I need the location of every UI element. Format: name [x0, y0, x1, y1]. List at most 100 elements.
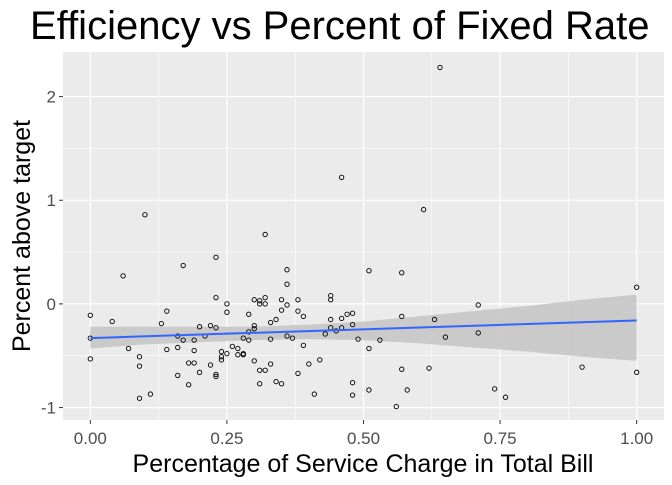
data-point: [251, 323, 257, 329]
data-point: [191, 347, 197, 354]
data-point: [355, 336, 361, 342]
data-point: [229, 343, 236, 350]
x-tick-label: 0.75: [484, 429, 517, 448]
x-tick-label: 1.00: [620, 429, 653, 448]
data-point: [437, 64, 443, 71]
data-point: [431, 316, 438, 323]
data-point: [218, 348, 225, 355]
data-point: [262, 231, 268, 238]
data-point: [634, 284, 640, 290]
data-point: [295, 297, 301, 303]
data-point: [147, 391, 154, 397]
data-point: [273, 316, 279, 323]
data-point: [475, 302, 481, 308]
data-point: [349, 392, 356, 398]
confidence-band-layer: [90, 294, 637, 361]
data-point: [136, 395, 143, 401]
data-point: [262, 367, 268, 373]
major-grid-lines: [63, 52, 664, 420]
data-point: [158, 320, 165, 327]
data-point: [502, 394, 509, 400]
data-point: [213, 295, 219, 301]
data-point: [218, 357, 225, 363]
data-point: [196, 324, 203, 330]
data-point: [273, 378, 279, 385]
data-point: [218, 354, 225, 360]
data-point: [420, 206, 427, 213]
data-point: [278, 307, 285, 313]
data-point: [349, 310, 356, 316]
data-point: [366, 387, 372, 393]
data-point: [196, 369, 203, 375]
data-point: [328, 297, 334, 303]
data-point: [240, 335, 246, 341]
data-point: [393, 403, 399, 410]
data-point: [180, 262, 186, 269]
data-point: [338, 174, 345, 181]
data-point: [257, 301, 263, 307]
data-point: [224, 351, 230, 357]
data-point: [207, 362, 214, 368]
data-point: [235, 345, 241, 352]
data-point: [240, 352, 246, 358]
x-axis-ticks: 0.00 0.25 0.50 0.75 1.00: [74, 420, 653, 448]
data-point: [634, 369, 640, 375]
data-point: [475, 330, 481, 336]
data-point: [366, 268, 372, 274]
data-point: [311, 391, 317, 397]
fit-line: [90, 319, 637, 340]
data-point: [213, 325, 219, 331]
data-point: [349, 380, 356, 386]
data-point: [251, 358, 257, 364]
y-tick-label: 1: [47, 191, 56, 210]
data-point: [404, 387, 410, 393]
data-point: [175, 344, 181, 351]
data-point: [300, 313, 307, 319]
data-point: [284, 281, 290, 287]
data-point: [224, 309, 230, 315]
data-point: [142, 212, 148, 218]
x-axis-label: Percentage of Service Charge in Total Bi…: [133, 450, 594, 478]
data-point: [317, 357, 323, 363]
data-point: [262, 295, 268, 301]
data-point: [180, 337, 186, 343]
data-point: [191, 360, 197, 366]
data-point: [87, 312, 93, 318]
data-point: [399, 313, 405, 319]
data-point: [224, 301, 230, 307]
data-point: [399, 270, 405, 276]
data-point: [289, 335, 296, 341]
data-point: [344, 311, 350, 317]
data-point: [442, 334, 449, 340]
data-point: [207, 323, 214, 329]
data-point: [295, 308, 301, 314]
data-point: [257, 381, 263, 387]
data-point: [251, 326, 257, 332]
data-point: [491, 386, 498, 392]
data-point: [306, 361, 312, 367]
data-point: [136, 363, 143, 369]
data-point: [284, 302, 290, 308]
data-point: [267, 319, 274, 326]
data-point: [246, 329, 252, 335]
data-point: [136, 354, 143, 360]
y-tick-label: 2: [47, 88, 56, 107]
data-point: [246, 311, 252, 317]
data-point: [186, 382, 192, 388]
data-point: [278, 297, 285, 303]
data-point: [267, 361, 274, 367]
data-point: [399, 366, 405, 372]
data-point: [284, 333, 290, 339]
data-point: [120, 273, 126, 279]
data-point: [328, 316, 334, 323]
y-tick-label: -1: [41, 399, 56, 418]
data-point: [262, 301, 268, 307]
data-point: [322, 331, 328, 337]
data-point: [377, 337, 383, 343]
y-axis-ticks: -1 0 1 2: [41, 88, 63, 418]
data-point: [278, 381, 285, 387]
data-point: [175, 372, 181, 379]
data-point: [349, 321, 356, 328]
